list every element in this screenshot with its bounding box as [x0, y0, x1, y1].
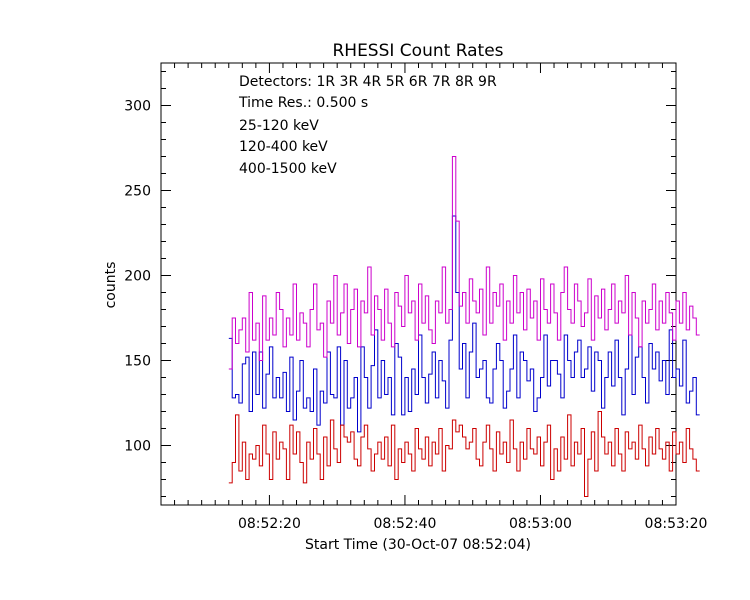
- series-line-1: [228, 156, 700, 370]
- y-tick-label: 100: [124, 439, 151, 455]
- x-axis-label: Start Time (30-Oct-07 08:52:04): [305, 537, 531, 553]
- series-line-0: [228, 215, 700, 433]
- x-tick-label: 08:52:40: [374, 516, 437, 532]
- y-tick-label: 200: [124, 269, 151, 285]
- series-group: [228, 156, 700, 497]
- legend-25-120: 25-120 keV: [239, 118, 319, 134]
- series-line-2: [228, 411, 700, 497]
- y-tick-label: 150: [124, 354, 151, 370]
- axis-ticks: [160, 63, 677, 505]
- y-tick-label: 250: [124, 184, 151, 200]
- y-tick-label: 300: [124, 99, 151, 115]
- x-tick-label: 08:53:20: [645, 516, 708, 532]
- x-tick-label: 08:53:00: [509, 516, 572, 532]
- x-tick-label: 08:52:20: [238, 516, 301, 532]
- legend-120-400: 120-400 keV: [239, 139, 328, 155]
- y-axis-label: counts: [103, 262, 119, 309]
- detectors-annotation: Detectors: 1R 3R 4R 5R 6R 7R 8R 9R: [239, 74, 497, 90]
- legend-400-1500: 400-1500 keV: [239, 161, 337, 177]
- time-res-annotation: Time Res.: 0.500 s: [238, 95, 368, 111]
- chart-title: RHESSI Count Rates: [332, 41, 503, 61]
- tick-labels: 08:52:20 08:52:40 08:53:00 08:53:20 100 150 20…: [124, 99, 707, 533]
